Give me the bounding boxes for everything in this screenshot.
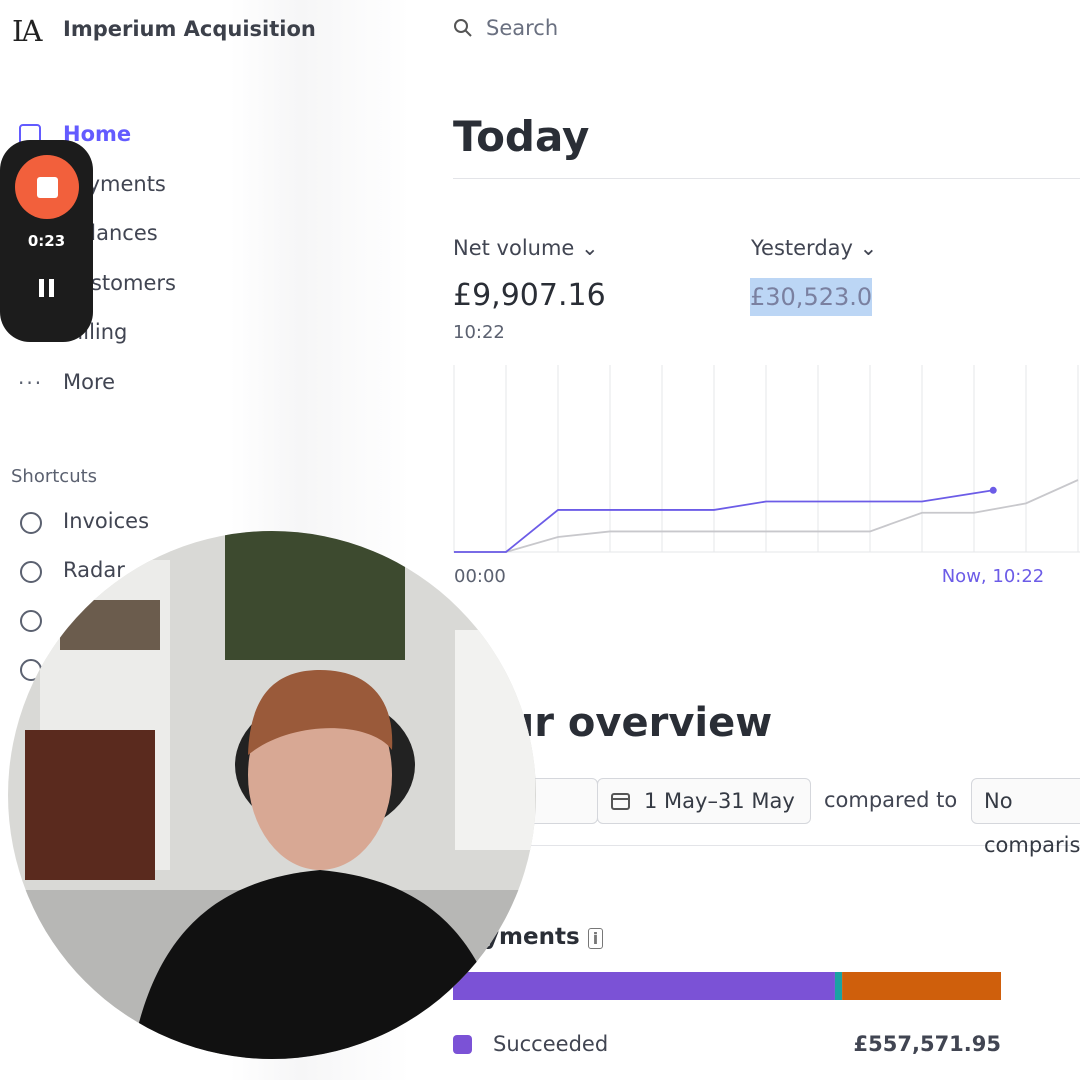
bar-segment [834, 972, 843, 1000]
legend-amount: £557,571.95 [853, 1032, 1001, 1056]
logo: IA [12, 14, 42, 48]
comparison-text: No comparison [984, 789, 1080, 857]
series-line [454, 489, 994, 553]
shortcut-item[interactable]: Radar [63, 558, 125, 582]
calendar-icon [611, 793, 630, 810]
legend-label: Succeeded [493, 1032, 609, 1056]
series-line [454, 479, 1079, 553]
current-point [989, 486, 997, 494]
nav-item[interactable]: More [63, 370, 116, 394]
metric-label[interactable]: Yesterday ⌄ [751, 236, 878, 260]
x-tick-label: 00:00 [454, 566, 506, 587]
stop-icon [37, 177, 58, 198]
more-icon: ··· [18, 371, 44, 395]
info-icon[interactable]: i [587, 928, 604, 949]
metric-label-text: Net volume [453, 236, 575, 260]
metric-value-selected: £30,523.0 [750, 278, 873, 316]
shortcut-item[interactable]: Invoices [63, 509, 150, 533]
recording-time: 0:23 [27, 232, 66, 250]
legend-swatch [453, 1035, 472, 1054]
now-label: Now, 10:22 [942, 566, 1045, 587]
clock-icon [20, 610, 42, 632]
page-title: Today [453, 112, 590, 161]
compared-to: compared to [824, 788, 958, 812]
webcam-overlay [8, 531, 536, 1059]
bar-segment [453, 972, 835, 1000]
clock-icon [20, 512, 42, 534]
clock-icon [20, 561, 42, 583]
divider [453, 845, 1080, 846]
metric-label[interactable]: Net volume ⌄ [453, 236, 599, 260]
search-input[interactable]: Search [486, 16, 559, 40]
metric-label-text: Yesterday [751, 236, 853, 260]
pause-button[interactable] [49, 279, 54, 297]
date-range-button[interactable]: 1 May–31 May [597, 778, 811, 824]
divider [453, 178, 1080, 179]
bar-segment [842, 972, 1001, 1000]
brand-name[interactable]: Imperium Acquisition [63, 17, 316, 41]
pause-button[interactable] [39, 279, 44, 297]
payments-bar [453, 972, 1001, 1000]
metric-value: £9,907.16 [453, 278, 606, 313]
comparison-button[interactable]: No comparison [971, 778, 1080, 857]
net-volume-chart: 00:00 Now, 10:22 [453, 365, 1080, 587]
search-icon [454, 19, 472, 37]
date-range-text: 1 May–31 May [644, 789, 795, 813]
shortcuts-title: Shortcuts [11, 466, 98, 487]
metric-time: 10:22 [453, 322, 505, 343]
